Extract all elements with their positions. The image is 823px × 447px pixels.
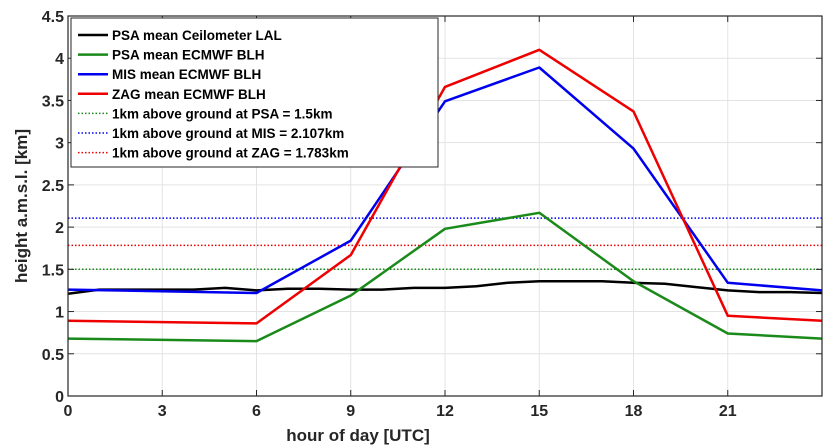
y-tick-label: 4.5 — [42, 9, 64, 26]
legend-label: 1km above ground at ZAG = 1.783km — [112, 146, 349, 161]
x-tick-label: 21 — [719, 403, 737, 420]
legend-label: ZAG mean ECMWF BLH — [112, 87, 266, 102]
x-axis-label: hour of day [UTC] — [286, 426, 430, 445]
x-tick-label: 3 — [158, 403, 167, 420]
legend-label: PSA mean Ceilometer LAL — [112, 28, 282, 43]
x-tick-label: 12 — [436, 403, 454, 420]
x-tick-label: 6 — [252, 403, 261, 420]
x-tick-label: 0 — [64, 403, 73, 420]
legend-label: PSA mean ECMWF BLH — [112, 48, 265, 63]
y-tick-label: 0.5 — [42, 347, 64, 364]
y-tick-label: 3.5 — [42, 93, 64, 110]
y-tick-label: 3 — [55, 136, 64, 153]
y-axis-label: height a.m.s.l. [km] — [12, 129, 31, 283]
legend-label: MIS mean ECMWF BLH — [112, 67, 261, 82]
x-tick-label: 15 — [530, 403, 548, 420]
y-tick-label: 1 — [55, 305, 64, 322]
y-tick-label: 1.5 — [42, 262, 64, 279]
y-tick-label: 4 — [55, 51, 64, 68]
legend-label: 1km above ground at PSA = 1.5km — [112, 106, 332, 121]
legend-label: 1km above ground at MIS = 2.107km — [112, 126, 344, 141]
y-tick-label: 0 — [55, 389, 64, 406]
y-tick-label: 2.5 — [42, 178, 64, 195]
x-tick-label: 9 — [346, 403, 355, 420]
x-tick-label: 18 — [625, 403, 643, 420]
legend: PSA mean Ceilometer LAL PSA mean ECMWF BL… — [71, 18, 438, 167]
y-tick-label: 2 — [55, 220, 64, 237]
